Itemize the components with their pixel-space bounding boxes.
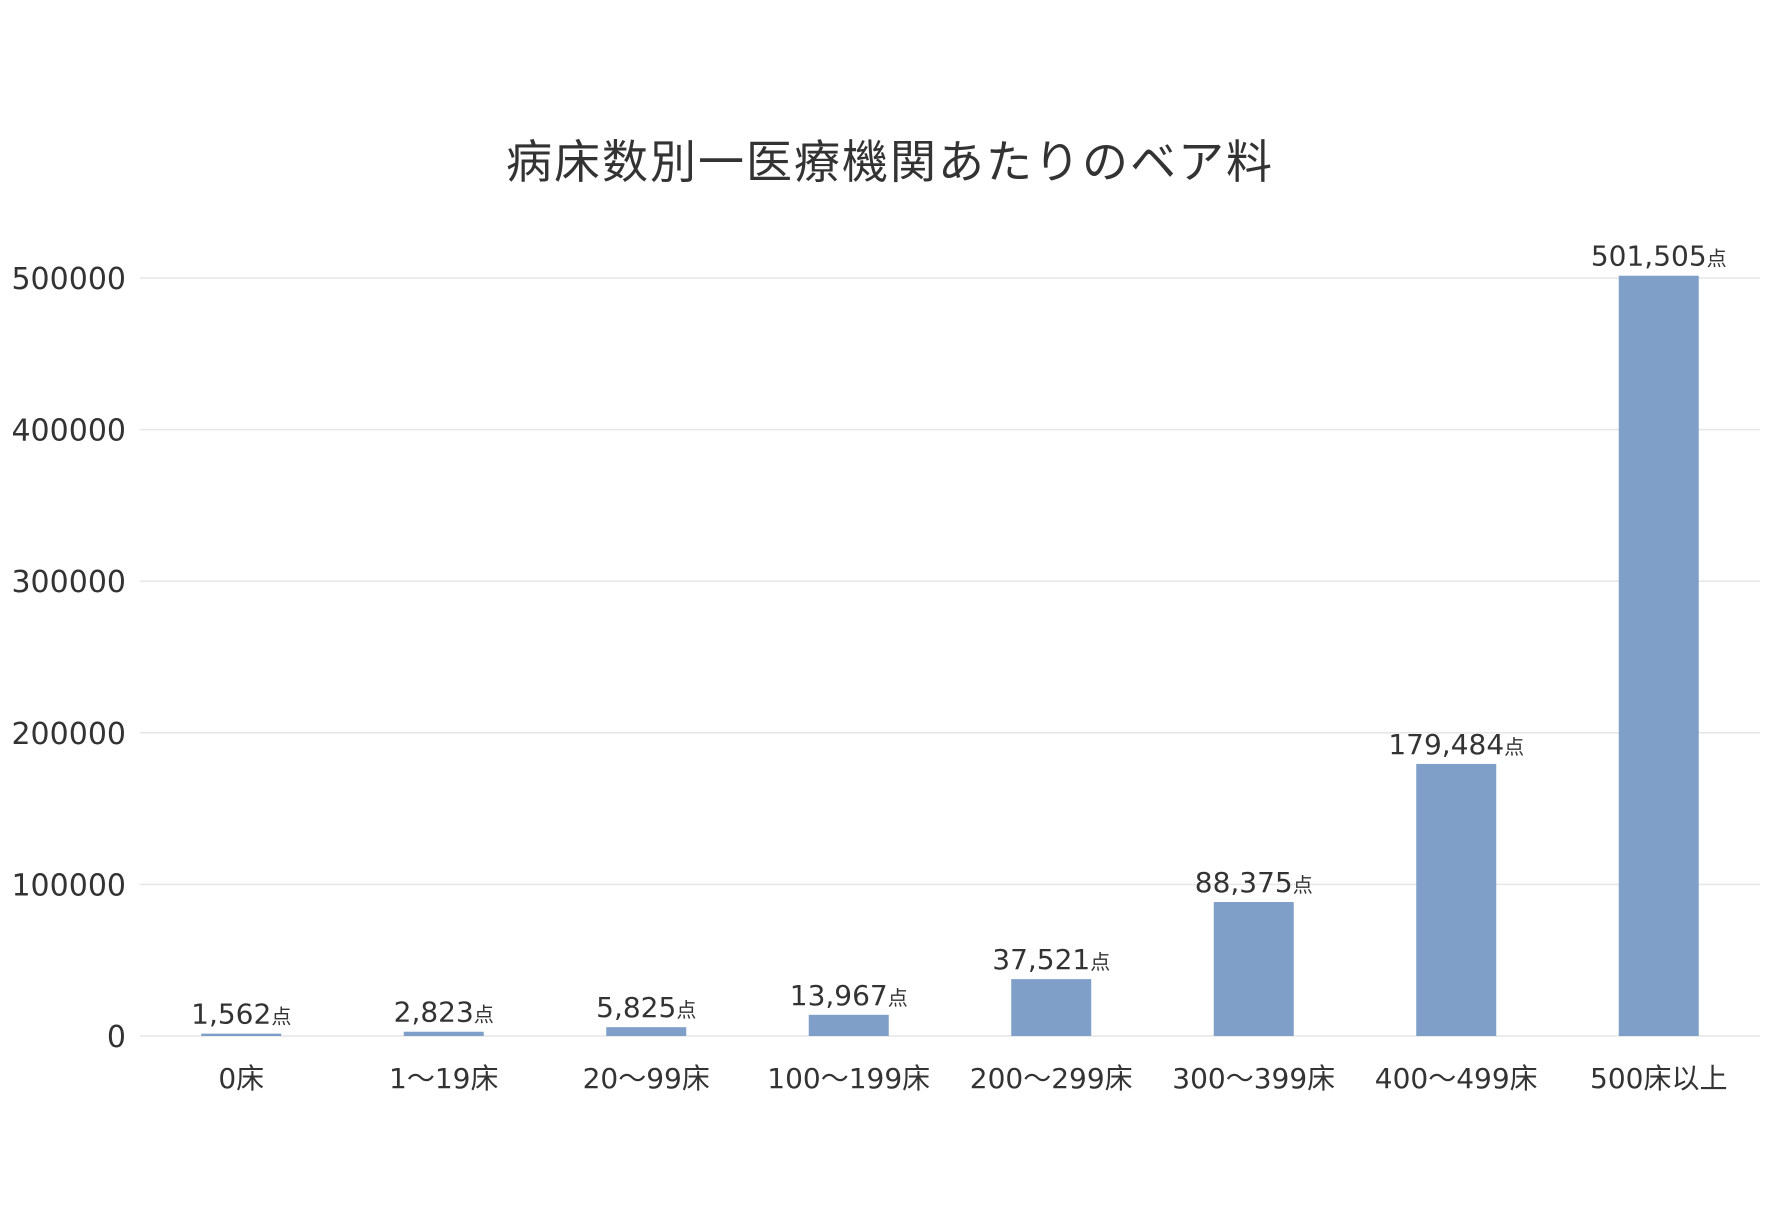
x-tick-label: 100〜199床 (767, 1062, 930, 1095)
x-tick-label: 500床以上 (1590, 1062, 1727, 1095)
data-label-value: 5,825 (596, 991, 676, 1024)
x-axis-ticks: 0床 1〜19床 20〜99床 100〜199床 200〜299床 300〜399床 400… (218, 1062, 1727, 1095)
x-tick-label: 200〜299床 (970, 1062, 1133, 1095)
data-label-value: 88,375 (1195, 866, 1293, 899)
data-label-value: 37,521 (992, 943, 1090, 976)
x-tick-label: 300〜399床 (1172, 1062, 1335, 1095)
y-tick-label: 500000 (11, 262, 126, 297)
data-label-value: 179,484 (1388, 728, 1504, 761)
bar (1011, 979, 1092, 1036)
data-label: 13,967点 (790, 979, 908, 1012)
y-tick-label: 0 (107, 1020, 126, 1055)
data-label-value: 1,562 (191, 998, 271, 1031)
y-tick-label: 200000 (11, 717, 126, 752)
data-label: 1,562点 (191, 998, 291, 1031)
data-labels: 1,562点 2,823点 5,825点 13,967点37,521点88,375点1… (191, 240, 1726, 1031)
bar (606, 1027, 687, 1036)
bars (201, 275, 1699, 1037)
data-label-unit: 点 (474, 1003, 494, 1027)
data-label-value: 2,823 (394, 996, 474, 1029)
data-label-unit: 点 (271, 1005, 291, 1029)
data-label-unit: 点 (1090, 950, 1110, 974)
bar (1618, 275, 1699, 1037)
x-tick-label: 1〜19床 (389, 1062, 498, 1095)
x-tick-label: 400〜499床 (1375, 1062, 1538, 1095)
y-tick-label: 400000 (11, 414, 126, 449)
data-label-unit: 点 (676, 998, 696, 1022)
y-tick-label: 100000 (11, 868, 126, 903)
x-tick-label: 20〜99床 (583, 1062, 710, 1095)
bar (808, 1014, 889, 1036)
bar (1213, 902, 1294, 1036)
x-tick-label: 0床 (218, 1062, 264, 1095)
y-tick-label: 300000 (11, 565, 126, 600)
chart-title: 病床数別一医療機関あたりのベア料 (506, 135, 1274, 189)
data-label: 88,375点 (1195, 866, 1313, 899)
data-label: 501,505点 (1591, 240, 1727, 273)
data-label-unit: 点 (1293, 873, 1313, 897)
data-label: 2,823点 (394, 996, 494, 1029)
data-label-unit: 点 (888, 986, 908, 1010)
data-label: 179,484点 (1388, 728, 1524, 761)
data-label: 5,825点 (596, 991, 696, 1024)
y-axis-ticks: 0 100000 200000 300000 400000 500000 (11, 262, 126, 1055)
data-label-unit: 点 (1504, 735, 1524, 759)
data-label-value: 13,967 (790, 979, 888, 1012)
bar (1416, 763, 1497, 1036)
data-label: 37,521点 (992, 943, 1110, 976)
bar (403, 1031, 484, 1036)
grid-lines (140, 277, 1760, 1037)
bar (201, 1033, 282, 1036)
data-label-value: 501,505 (1591, 240, 1707, 273)
data-label-unit: 点 (1707, 247, 1727, 271)
